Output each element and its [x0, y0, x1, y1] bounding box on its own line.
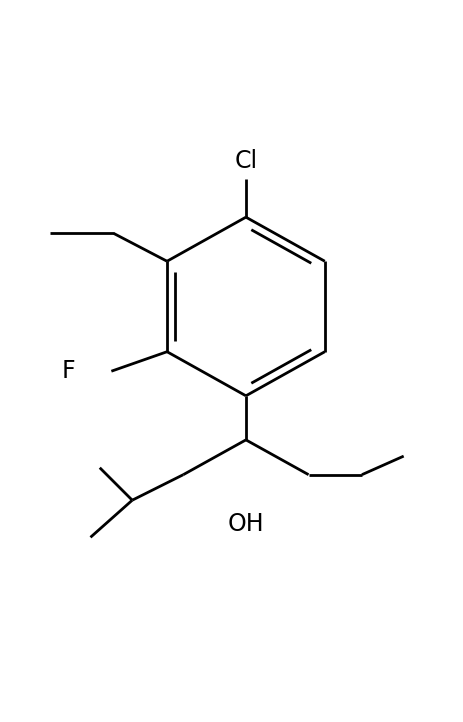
Text: Cl: Cl	[234, 149, 257, 173]
Text: F: F	[62, 360, 75, 383]
Text: OH: OH	[227, 513, 263, 536]
